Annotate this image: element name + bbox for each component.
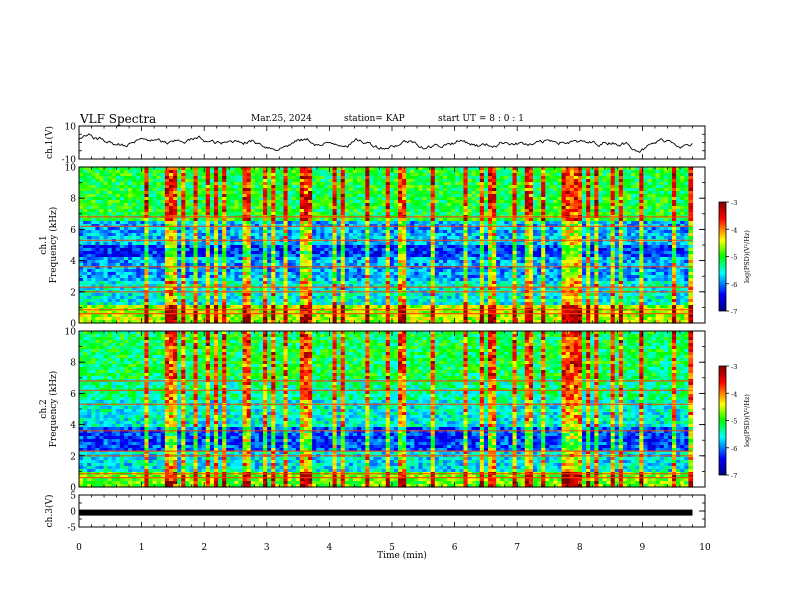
x-tick-label: 10 [699, 543, 711, 553]
y-axis-label-p3: ch.2 [39, 399, 49, 418]
header-station: station= KAP [344, 114, 405, 124]
y-axis-label-p3: Frequency (kHz) [48, 371, 59, 448]
y-tick-label-p4: -5 [67, 524, 76, 534]
y-tick-label-p2: 10 [65, 164, 77, 174]
y-tick-label-p3: 4 [70, 421, 76, 431]
colorbar-tick-label: -3 [731, 363, 737, 371]
colorbar-tick-label: -6 [731, 445, 737, 453]
x-tick-label: 0 [76, 543, 82, 553]
y-tick-label-p1: 10 [65, 123, 77, 133]
y-axis-label-p1: ch.1(V) [44, 126, 55, 159]
y-tick-label-p3: 6 [70, 390, 76, 400]
chart-title: VLF Spectra [80, 112, 157, 126]
x-tick-label: 8 [577, 543, 583, 553]
y-tick-label-p2: 0 [70, 320, 76, 330]
colorbar-tick-label: -3 [731, 199, 737, 207]
colorbar-tick-label: -5 [731, 254, 737, 262]
colorbar-tick-label: -6 [731, 281, 737, 289]
y-tick-label-p3: 8 [70, 359, 76, 369]
y-tick-label-p1: -10 [62, 156, 77, 166]
x-tick-label: 3 [264, 543, 270, 553]
x-tick-label: 4 [327, 543, 333, 553]
ch1-waveform-line [78, 133, 693, 153]
colorbar-tick-label: -7 [731, 472, 737, 480]
colorbar-tick-label: -4 [731, 226, 737, 234]
y-tick-label-p3: 10 [65, 328, 77, 338]
ch1-spectrogram [79, 167, 694, 324]
y-axis-label-p4: ch.3(V) [44, 495, 55, 528]
colorbar-tick-label: -7 [731, 308, 737, 316]
colorbar-p2 [718, 201, 727, 312]
y-tick-label-p4: 0 [70, 508, 76, 518]
y-tick-label-p2: 4 [70, 257, 76, 267]
y-tick-label-p3: 2 [70, 452, 76, 462]
x-tick-label: 5 [389, 543, 395, 553]
y-axis-label-p2: Frequency (kHz) [48, 207, 59, 284]
ch2-spectrogram [79, 331, 694, 488]
x-tick-label: 1 [139, 543, 145, 553]
colorbar-label: log(PSD)(V²/Hz) [743, 230, 751, 283]
y-tick-label-p2: 2 [70, 288, 76, 298]
x-tick-label: 7 [514, 543, 520, 553]
x-tick-label: 9 [640, 543, 646, 553]
colorbar-tick-label: -4 [731, 390, 737, 398]
x-axis-label: Time (min) [377, 550, 427, 561]
y-tick-label-p2: 6 [70, 226, 76, 236]
colorbar-label: log(PSD)(V²/Hz) [743, 394, 751, 447]
header-date: Mar.25, 2024 [251, 114, 312, 124]
colorbar-tick-label: -5 [731, 418, 737, 426]
y-tick-label-p2: 8 [70, 195, 76, 205]
colorbar-p3 [718, 365, 727, 476]
x-tick-label: 2 [201, 543, 207, 553]
x-tick-label: 6 [452, 543, 458, 553]
y-tick-label-p4: 5 [70, 492, 76, 502]
y-axis-label-p2: ch.1 [39, 235, 49, 254]
ch3-waveform-line [79, 509, 693, 516]
y-tick-label-p3: 0 [70, 484, 76, 494]
header-start-ut: start UT = 8 : 0 : 1 [438, 114, 524, 124]
